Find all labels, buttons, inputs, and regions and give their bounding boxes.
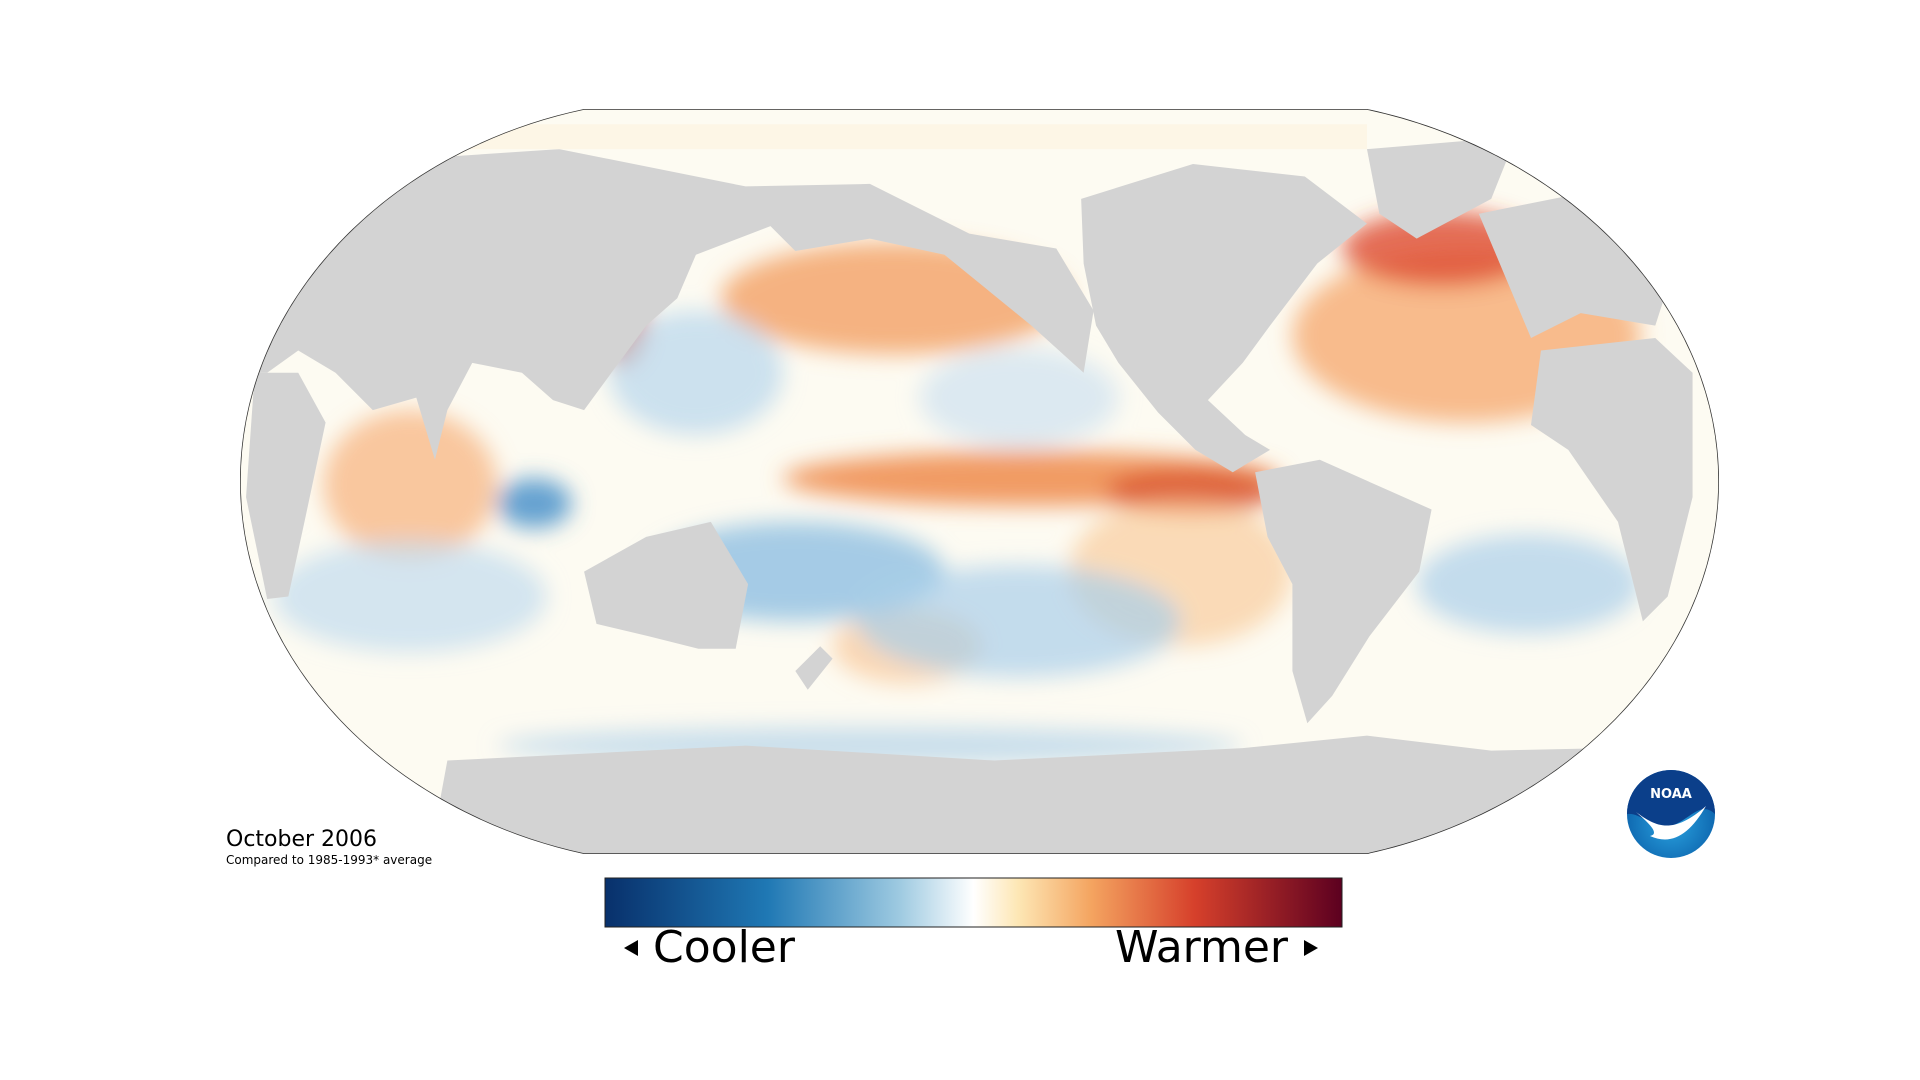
color-scale — [604, 877, 1343, 928]
warm-arrow — [1304, 940, 1318, 956]
map-outline — [240, 109, 1719, 854]
baseline-label: Compared to 1985-1993* average — [226, 853, 432, 867]
noaa-logo: NOAA — [1627, 770, 1715, 858]
logo-bird — [1636, 806, 1706, 840]
land — [242, 124, 1719, 854]
date-label: October 2006 — [226, 827, 377, 852]
cool-arrow — [624, 940, 638, 956]
warm-label: Warmer — [1115, 922, 1289, 973]
cool-label: Cooler — [653, 922, 796, 973]
logo-text: NOAA — [1650, 787, 1692, 802]
world-map — [240, 109, 1719, 854]
logo-top — [1627, 770, 1715, 827]
